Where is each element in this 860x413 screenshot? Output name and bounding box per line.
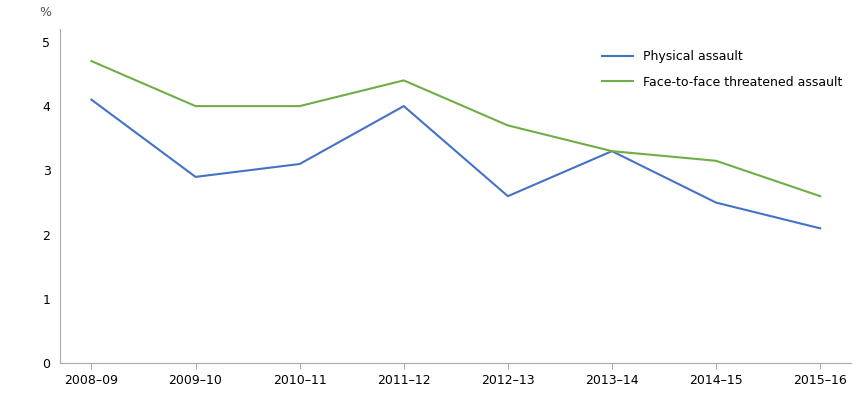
Physical assault: [607, 149, 617, 154]
Line: Physical assault: Physical assault: [91, 100, 820, 228]
Physical assault: [294, 161, 304, 166]
Legend: Physical assault, Face-to-face threatened assault: Physical assault, Face-to-face threatene…: [597, 45, 847, 94]
Physical assault: [86, 97, 96, 102]
Face-to-face threatened assault: [190, 104, 200, 109]
Physical assault: [398, 104, 408, 109]
Physical assault: [711, 200, 722, 205]
Face-to-face threatened assault: [398, 78, 408, 83]
Face-to-face threatened assault: [815, 194, 826, 199]
Physical assault: [190, 174, 200, 179]
Face-to-face threatened assault: [607, 149, 617, 154]
Face-to-face threatened assault: [503, 123, 513, 128]
Line: Face-to-face threatened assault: Face-to-face threatened assault: [91, 61, 820, 196]
Face-to-face threatened assault: [711, 158, 722, 163]
Physical assault: [815, 226, 826, 231]
Physical assault: [503, 194, 513, 199]
Face-to-face threatened assault: [294, 104, 304, 109]
Text: %: %: [40, 6, 52, 19]
Face-to-face threatened assault: [86, 59, 96, 64]
